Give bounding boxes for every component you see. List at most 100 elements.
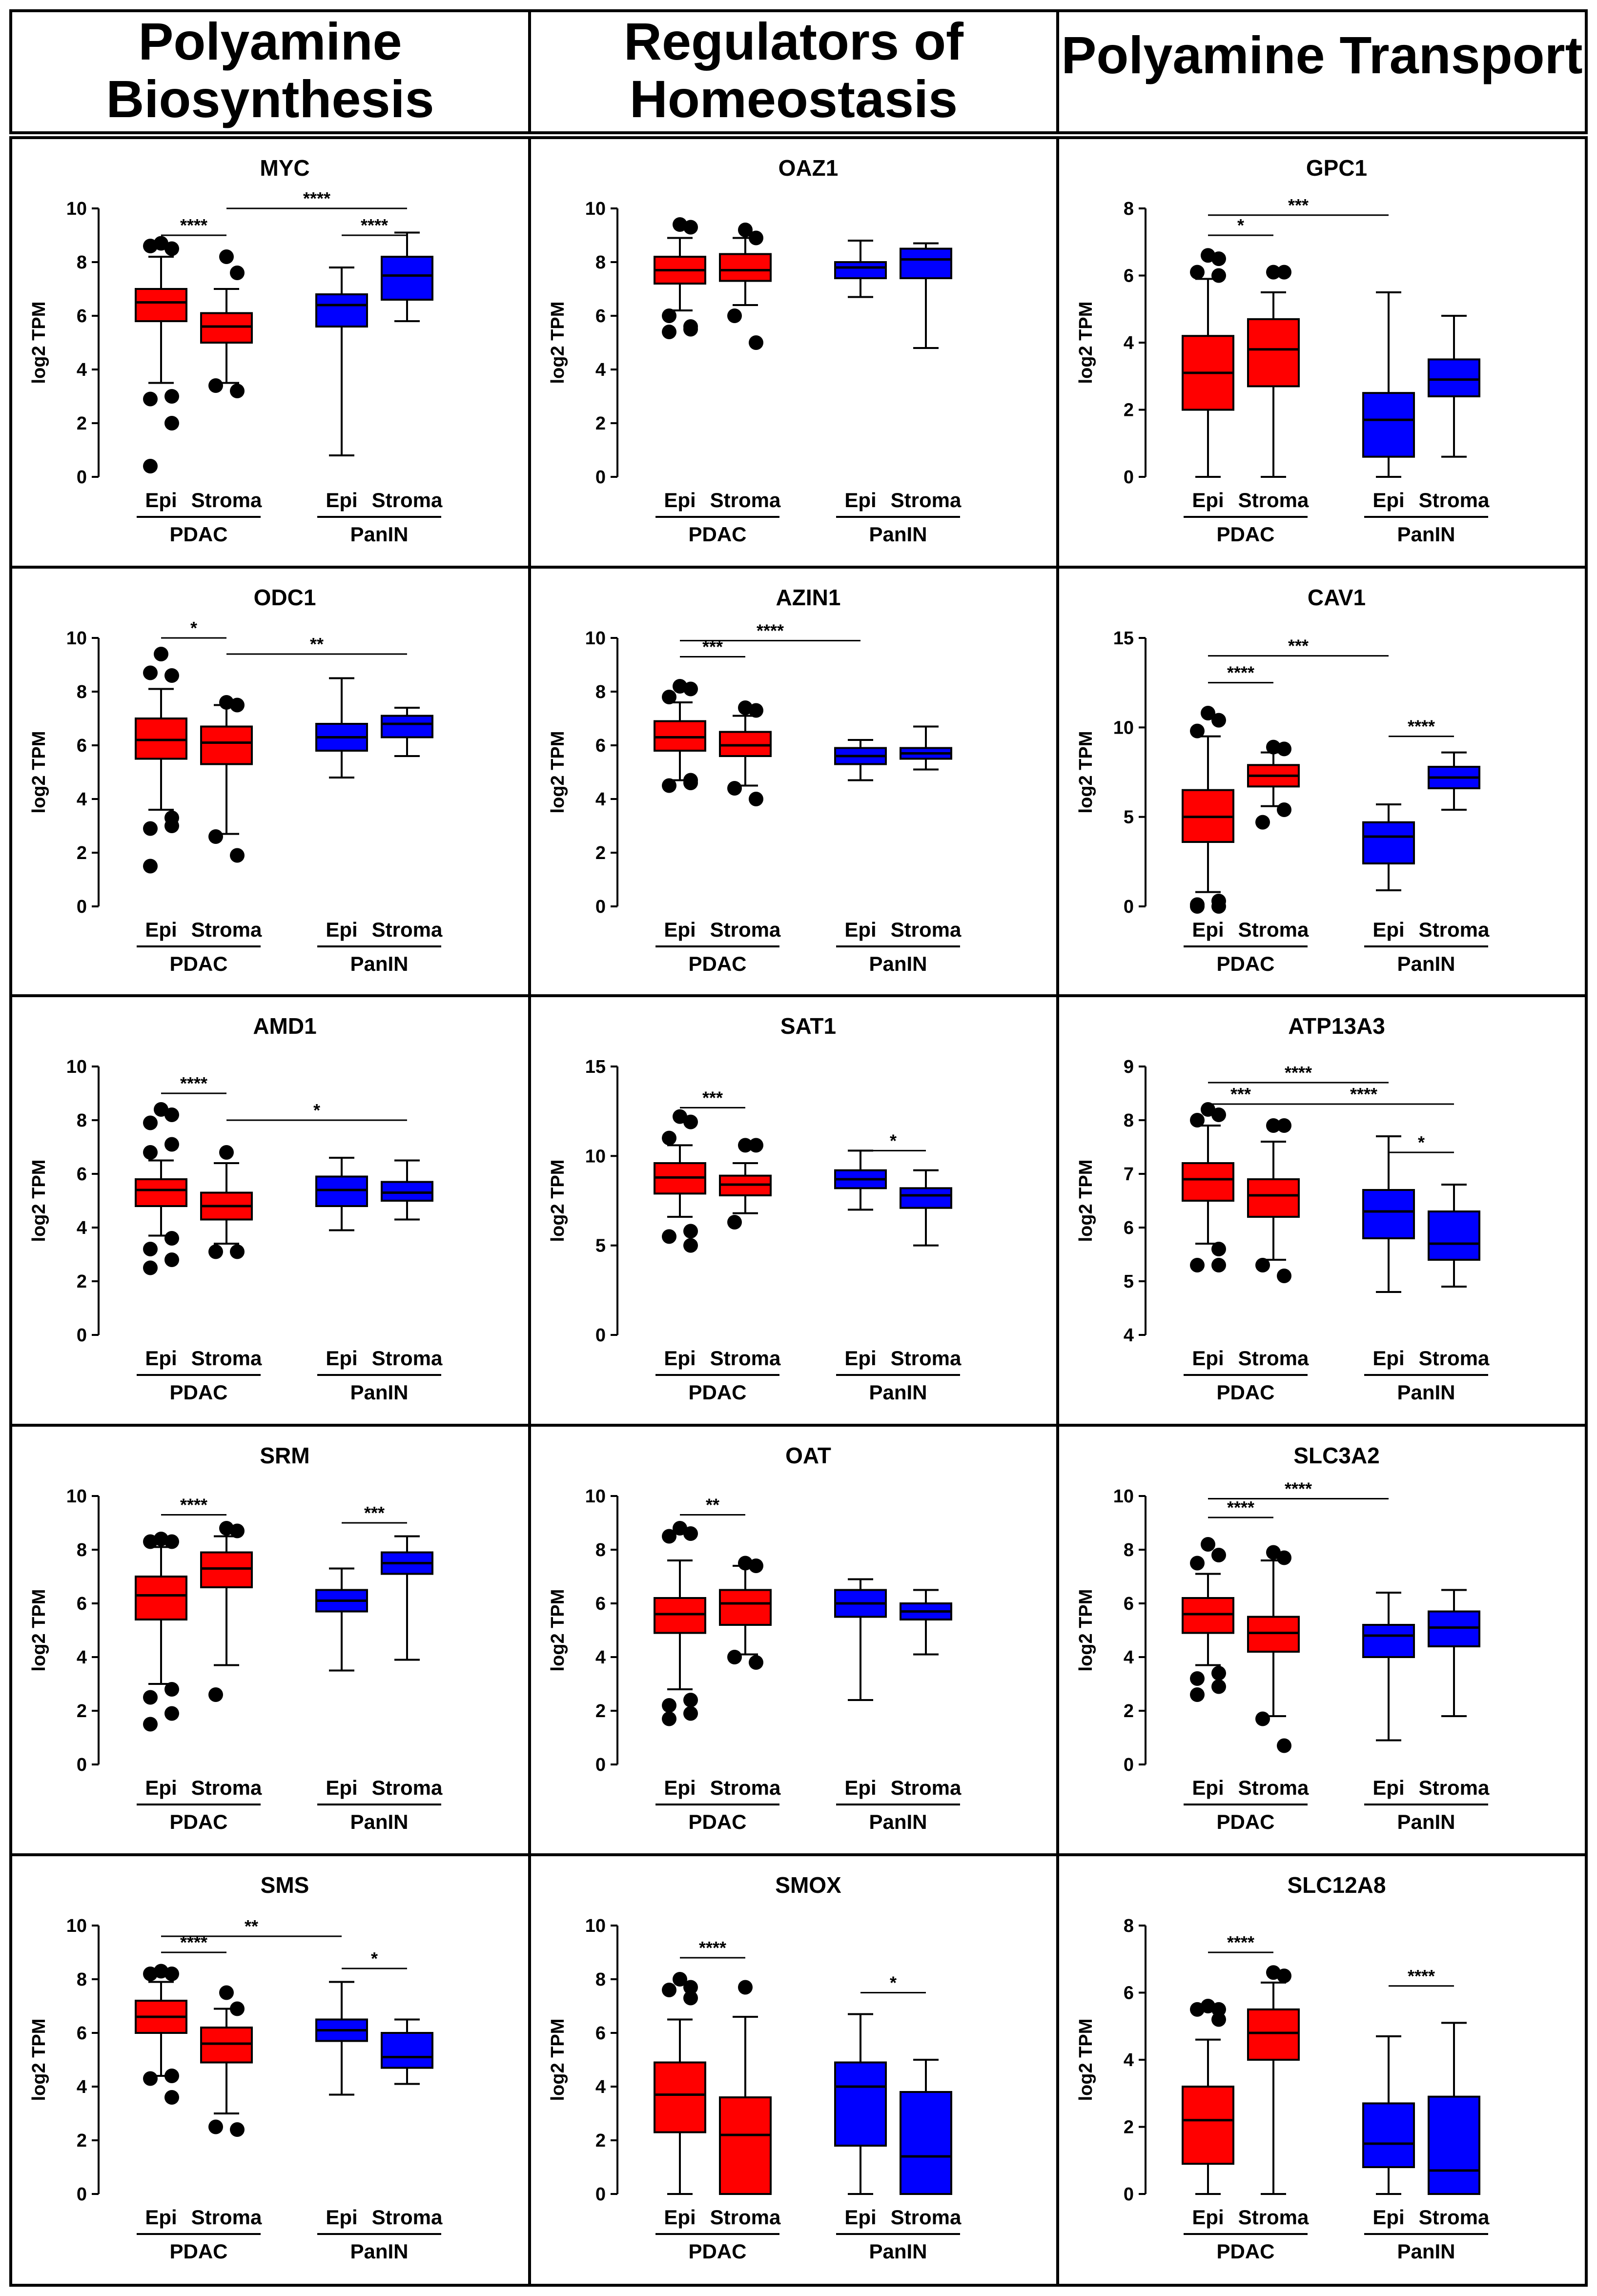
outlier-point: [154, 647, 168, 661]
panel-atp13a3: ATP13A3 4 5 6 7 8 9 log2 TPM Epi Stroma Epi Stroma P…: [1056, 994, 1588, 1427]
x-tick-label: Epi: [844, 1776, 876, 1799]
outlier-point: [1211, 1679, 1226, 1694]
box-iqr: [1428, 2095, 1480, 2195]
outlier-point: [230, 2001, 245, 2016]
y-tick-label: 0: [77, 467, 87, 488]
panel-gpc1: GPC1 0 2 4 6 8 log2 TPM Epi Stroma Epi Stroma PDAC P…: [1056, 136, 1588, 569]
x-tick-label: Epi: [1372, 489, 1404, 512]
box-epi-panin: [1362, 803, 1415, 891]
x-tick-label: Epi: [844, 2206, 876, 2229]
x-tick-label: Stroma: [372, 489, 443, 512]
x-tick-label: Stroma: [1238, 489, 1309, 512]
panel-srm: SRM 0 2 4 6 8 10 log2 TPM Epi Stroma Epi Stroma PDAC…: [9, 1424, 531, 1856]
panel-title: SRM: [260, 1443, 309, 1468]
y-tick-label: 10: [585, 1146, 606, 1167]
y-tick-label: 4: [1124, 2050, 1134, 2070]
box-stroma-panin: [1428, 315, 1480, 458]
group-label: PDAC: [688, 952, 746, 975]
outlier-point: [143, 1717, 158, 1732]
box-iqr: [1362, 2102, 1415, 2168]
significance-label: ****: [303, 188, 330, 208]
y-tick-label: 0: [595, 467, 606, 488]
box-epi-pdac: [1182, 248, 1234, 478]
panel-sat1: SAT1 0 5 10 15 log2 TPM Epi Stroma Epi Stroma PDAC…: [528, 994, 1059, 1427]
x-tick-label: Stroma: [191, 2206, 262, 2229]
y-tick-label: 6: [77, 1594, 87, 1614]
box-epi-panin: [1362, 2035, 1415, 2195]
outlier-point: [1211, 1666, 1226, 1681]
box-iqr: [654, 1597, 706, 1634]
panel-frame: [528, 1853, 1059, 2287]
outlier-point: [683, 1224, 698, 1239]
box-iqr: [1362, 1189, 1415, 1239]
x-tick-label: Epi: [145, 1776, 177, 1799]
x-tick-label: Epi: [1192, 1347, 1224, 1370]
x-tick-label: Epi: [664, 1347, 696, 1370]
y-tick-label: 15: [1113, 628, 1134, 649]
box-iqr: [1247, 1616, 1300, 1653]
outlier-point: [230, 697, 245, 713]
box-epi-panin: [315, 1157, 368, 1231]
outlier-point: [1211, 1258, 1226, 1272]
significance-label: *: [1418, 1132, 1425, 1152]
outlier-point: [143, 1260, 158, 1275]
outlier-point: [727, 308, 742, 323]
y-tick-label: 6: [77, 2023, 87, 2044]
panel-sms: SMS 0 2 4 6 8 10 log2 TPM Epi Stroma Epi Stroma PDAC…: [9, 1853, 531, 2287]
panel-frame: [9, 994, 531, 1427]
outlier-point: [1255, 1711, 1270, 1726]
outlier-point: [143, 1145, 158, 1160]
group-label: PDAC: [169, 1381, 227, 1404]
box-epi-pdac: [135, 1964, 187, 2105]
x-tick-label: Stroma: [372, 1776, 443, 1799]
outlier-point: [1266, 265, 1281, 280]
significance-label: *: [371, 1948, 378, 1968]
x-tick-label: Epi: [664, 489, 696, 512]
outlier-point: [662, 778, 676, 793]
box-epi-pdac: [654, 1521, 706, 1726]
group-label: PDAC: [169, 952, 227, 975]
outlier-point: [662, 325, 676, 339]
y-tick-label: 4: [1124, 1325, 1134, 1346]
outlier-point: [208, 2119, 223, 2134]
panel-frame: [9, 136, 531, 569]
y-tick-label: 4: [595, 2077, 606, 2097]
outlier-point: [1211, 899, 1226, 914]
x-tick-label: Stroma: [372, 918, 443, 941]
outlier-point: [1277, 802, 1291, 817]
panel-frame: [9, 1424, 531, 1856]
box-iqr: [1428, 1210, 1480, 1261]
y-tick-label: 2: [77, 843, 87, 863]
outlier-point: [662, 1529, 676, 1544]
outlier-point: [683, 220, 698, 235]
y-tick-label: 10: [585, 199, 606, 219]
y-tick-label: 0: [595, 1325, 606, 1346]
outlier-point: [1211, 1107, 1226, 1122]
significance-label: ****: [180, 1495, 207, 1515]
outlier-point: [143, 391, 158, 407]
y-tick-label: 10: [585, 628, 606, 649]
y-tick-label: 2: [595, 2131, 606, 2151]
box-epi-pdac: [1182, 1999, 1234, 2195]
panel-slc12a8: SLC12A8 0 2 4 6 8 log2 TPM Epi Stroma Epi Stroma PD…: [1056, 1853, 1588, 2287]
box-stroma-panin: [900, 242, 952, 349]
y-tick-label: 8: [77, 1110, 87, 1131]
x-tick-label: Stroma: [1238, 1776, 1309, 1799]
y-tick-label: 9: [1124, 1057, 1134, 1077]
y-tick-label: 8: [595, 1969, 606, 1990]
outlier-point: [143, 1242, 158, 1256]
panel-title: SMS: [261, 1872, 309, 1898]
box-epi-pdac: [1182, 1102, 1234, 1272]
box-epi-panin: [1362, 291, 1415, 478]
significance-label: ****: [180, 1932, 207, 1952]
outlier-point: [1277, 1269, 1291, 1283]
y-tick-label: 10: [66, 199, 87, 219]
x-tick-label: Epi: [1372, 2206, 1404, 2229]
outlier-point: [143, 459, 158, 473]
significance-label: *: [190, 618, 197, 638]
box-epi-panin: [834, 1578, 887, 1701]
outlier-point: [1190, 1113, 1205, 1128]
outlier-point: [164, 1534, 179, 1549]
panel-frame: [528, 1424, 1059, 1856]
header-title: Homeostasis: [630, 69, 958, 128]
